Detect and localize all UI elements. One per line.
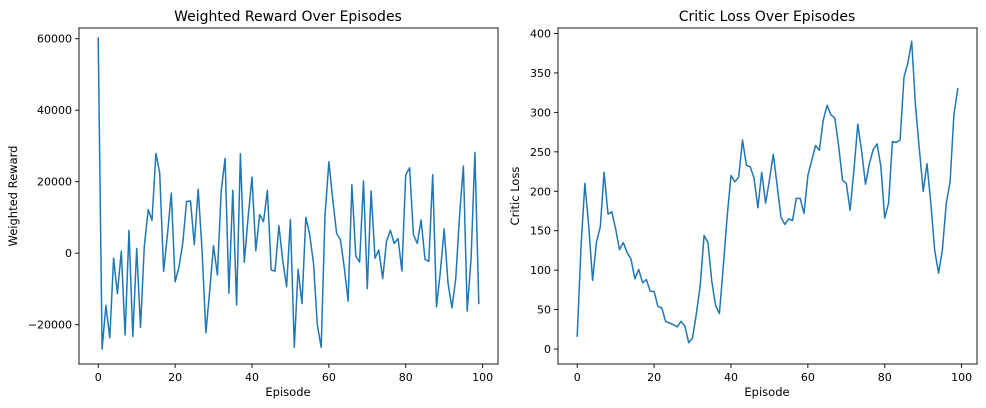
x-tick-label: 80 — [878, 371, 892, 384]
y-tick-label: 300 — [530, 106, 551, 119]
x-tick-label: 60 — [322, 371, 336, 384]
chart-title: Weighted Reward Over Episodes — [174, 9, 402, 25]
y-tick-label: 0 — [544, 343, 551, 356]
y-tick-label: 400 — [530, 28, 551, 41]
chart-weighted-reward: Weighted Reward Over Episodes Episode We… — [6, 9, 499, 399]
y-tick-label: 60000 — [37, 33, 72, 46]
y-tick-label: 20000 — [37, 176, 72, 189]
series-line — [97, 36, 480, 350]
x-tick-label: 40 — [724, 371, 738, 384]
x-tick-label: 100 — [472, 371, 493, 384]
plot-frame — [557, 27, 978, 365]
y-tick-label: −20000 — [28, 319, 72, 332]
y-tick-label: 200 — [530, 185, 551, 198]
x-tick-label: 20 — [168, 371, 182, 384]
x-tick-label: 80 — [399, 371, 413, 384]
chart-critic-loss: Critic Loss Over Episodes Episode Critic… — [508, 9, 978, 399]
y-axis-label: Critic Loss — [508, 167, 522, 226]
y-tick-label: 350 — [530, 67, 551, 80]
y-tick-label: 40000 — [37, 104, 72, 117]
x-tick-label: 0 — [574, 371, 581, 384]
x-tick-label: 100 — [951, 371, 972, 384]
y-tick-label: 150 — [530, 225, 551, 238]
y-tick-label: 100 — [530, 264, 551, 277]
y-tick-label: 250 — [530, 146, 551, 159]
plot-frame — [78, 27, 499, 365]
y-axis-label: Weighted Reward — [6, 146, 20, 247]
plot-area: 0 20 40 60 80 100 −20000 0 20000 40000 60000 — [28, 27, 499, 384]
x-tick-label: 60 — [801, 371, 815, 384]
x-axis-label: Episode — [265, 385, 310, 399]
x-tick-label: 40 — [245, 371, 259, 384]
x-tick-label: 20 — [647, 371, 661, 384]
y-tick-label: 0 — [65, 247, 72, 260]
x-tick-label: 0 — [95, 371, 102, 384]
x-axis-label: Episode — [744, 385, 789, 399]
series-line — [576, 40, 959, 344]
chart-title: Critic Loss Over Episodes — [679, 9, 856, 25]
plot-area: 0 20 40 60 80 100 0 50 100 150 200 250 300 350 400 — [530, 27, 978, 384]
y-tick-label: 50 — [537, 304, 551, 317]
